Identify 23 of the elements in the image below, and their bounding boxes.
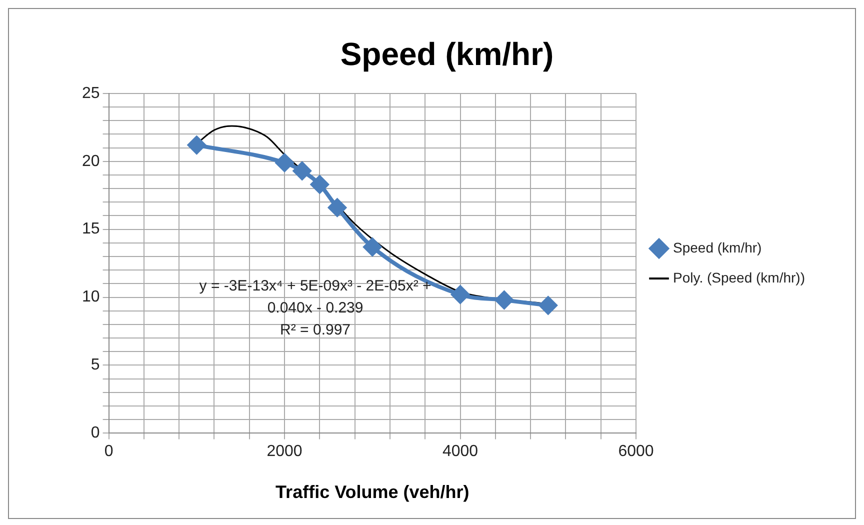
x-tick-label: 2000 — [266, 443, 302, 460]
y-tick-label: 15 — [82, 220, 100, 238]
chart-title: Speed (km/hr) — [340, 36, 554, 72]
x-tick-label: 6000 — [618, 443, 654, 460]
y-tick-label: 10 — [82, 288, 100, 306]
point — [293, 162, 312, 180]
x-tick-label: 4000 — [442, 443, 478, 460]
y-tick-label: 5 — [90, 356, 100, 374]
point — [276, 154, 294, 172]
point — [363, 238, 382, 256]
x-axis-title: Traffic Volume (veh/hr) — [276, 482, 470, 502]
point — [188, 136, 206, 154]
y-tick-label: 20 — [82, 152, 100, 170]
legend-label: Speed (km/hr) — [673, 239, 762, 256]
point — [539, 296, 558, 314]
y-tick-label: 25 — [82, 84, 100, 102]
x-tick-label: 0 — [104, 443, 114, 460]
point — [310, 175, 329, 194]
legend-label: Poly. (Speed (km/hr)) — [673, 269, 806, 286]
point — [495, 291, 514, 309]
point — [328, 198, 346, 217]
y-tick-label: 0 — [90, 424, 100, 442]
point — [451, 286, 470, 304]
